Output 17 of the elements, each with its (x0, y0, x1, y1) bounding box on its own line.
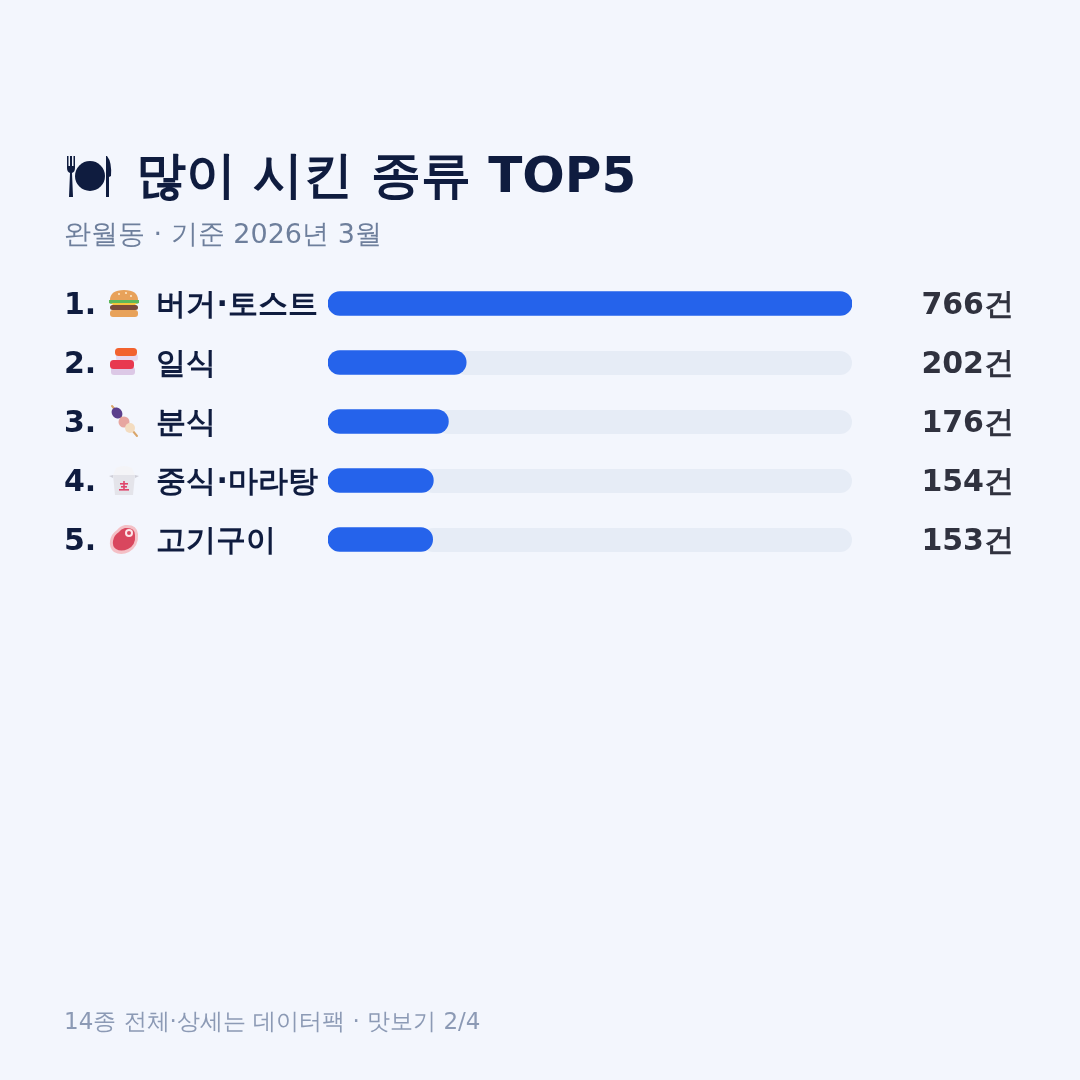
bar (328, 527, 433, 552)
data-label: 153건 (921, 520, 1014, 559)
text: 14종 전체·상세는 데이터팩 · 맛보기 2/4 (64, 1007, 481, 1036)
category-label: 1. 버거·토스트 (64, 285, 318, 321)
category-label: 3. 분식 (64, 403, 217, 439)
category-label: 2. 일식 (64, 344, 217, 380)
chart-title: 많이 시킨 종류 TOP5 (136, 145, 637, 206)
bar (328, 468, 434, 493)
bar (328, 409, 449, 434)
data-label: 766건 (921, 284, 1014, 323)
data-label: 176건 (921, 402, 1014, 441)
category-label: 5. 고기구이 (64, 521, 277, 557)
chart-subtitle: 완월동 · 기준 2026년 3월 (64, 217, 382, 251)
bar (328, 291, 852, 316)
data-label: 202건 (921, 343, 1014, 382)
data-label: 154건 (921, 461, 1014, 500)
category-label: 4. 중식·마라탕 (64, 462, 318, 498)
